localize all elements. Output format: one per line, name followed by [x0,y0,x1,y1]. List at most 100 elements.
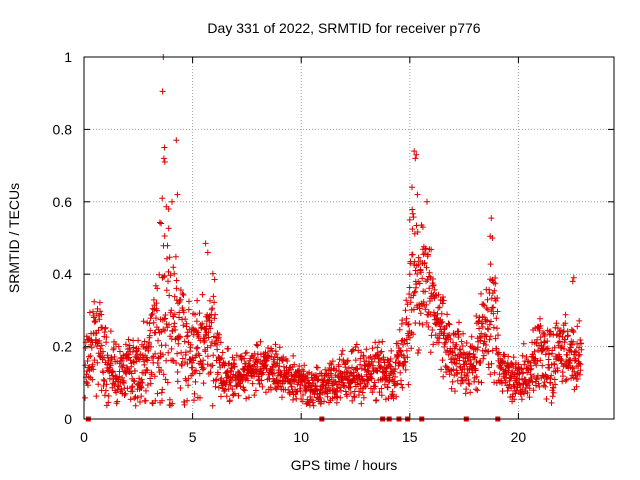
data-point [179,290,186,297]
data-point [505,353,512,360]
data-point [339,347,346,354]
data-point [466,350,473,357]
data-point [207,297,213,304]
data-point [492,335,499,342]
data-point [191,369,198,375]
data-point [414,229,421,235]
data-point [172,253,179,260]
data-point [201,337,208,344]
data-point [158,367,165,374]
data-point [103,381,110,388]
data-point [389,392,396,399]
data-point [480,352,487,359]
data-point [435,291,442,298]
data-point [97,308,104,315]
data-point [410,214,417,221]
data-point [524,389,531,396]
data-point [295,367,301,374]
data-point [196,352,203,359]
data-point [444,311,451,318]
data-point [484,306,491,313]
data-point [85,382,91,389]
data-point [105,393,112,399]
data-point [550,389,557,396]
data-point [421,250,428,257]
data-point [107,362,114,369]
data-point [314,364,321,371]
data-point [337,394,344,401]
data-point [349,397,356,404]
data-point [551,361,558,368]
data-point [399,317,406,324]
data-point [165,206,172,212]
data-point [208,363,214,369]
data-point [556,338,563,345]
data-point [203,318,210,325]
data-point [474,387,481,394]
data-point [336,356,343,363]
data-point [574,323,581,330]
y-tick-label: 0.2 [53,339,73,355]
data-point [378,385,385,392]
data-point [412,155,419,162]
data-point [285,386,292,393]
data-point [567,344,574,351]
data-point [557,357,564,364]
data-point [260,369,267,376]
data-point [161,144,168,151]
data-point [161,316,168,323]
data-point [337,384,343,391]
data-point [185,375,192,382]
data-point [184,360,191,367]
data-point [492,275,499,281]
data-point [290,352,297,359]
data-point [165,268,172,275]
data-point [376,389,383,396]
data-point [428,246,435,253]
data-point [122,390,129,397]
data-point [377,349,384,356]
data-point [491,369,498,376]
data-point [441,330,448,337]
data-point [541,379,548,386]
data-point [519,352,526,359]
data-point [478,379,485,386]
data-point [96,299,103,306]
data-point [388,347,395,354]
data-point [425,251,431,258]
data-point [95,340,101,347]
data-point [576,317,583,324]
data-point [207,369,214,376]
data-point [463,340,470,346]
data-point [526,394,533,401]
y-tick-label: 0.4 [53,266,73,282]
data-point [252,387,259,394]
data-point [430,282,437,288]
data-point [135,355,142,362]
data-point [159,386,166,393]
data-point [562,336,569,343]
data-point [378,392,385,399]
data-point [135,337,142,344]
data-point [209,402,216,409]
data-point [405,321,412,327]
data-point [473,358,480,365]
data-point [164,379,171,386]
data-point [173,277,180,284]
data-point [173,137,180,144]
data-point [529,379,536,386]
data-point [126,342,133,349]
data-point [279,394,285,401]
data-point [207,342,214,349]
data-point [373,397,380,403]
data-point [403,297,410,304]
data-point [313,385,320,392]
data-point [577,337,584,343]
data-point [522,376,529,383]
data-point [259,383,266,390]
data-point [193,345,200,352]
data-point [154,307,160,314]
data-point [178,349,185,356]
data-point [180,322,187,329]
data-point [208,319,215,326]
